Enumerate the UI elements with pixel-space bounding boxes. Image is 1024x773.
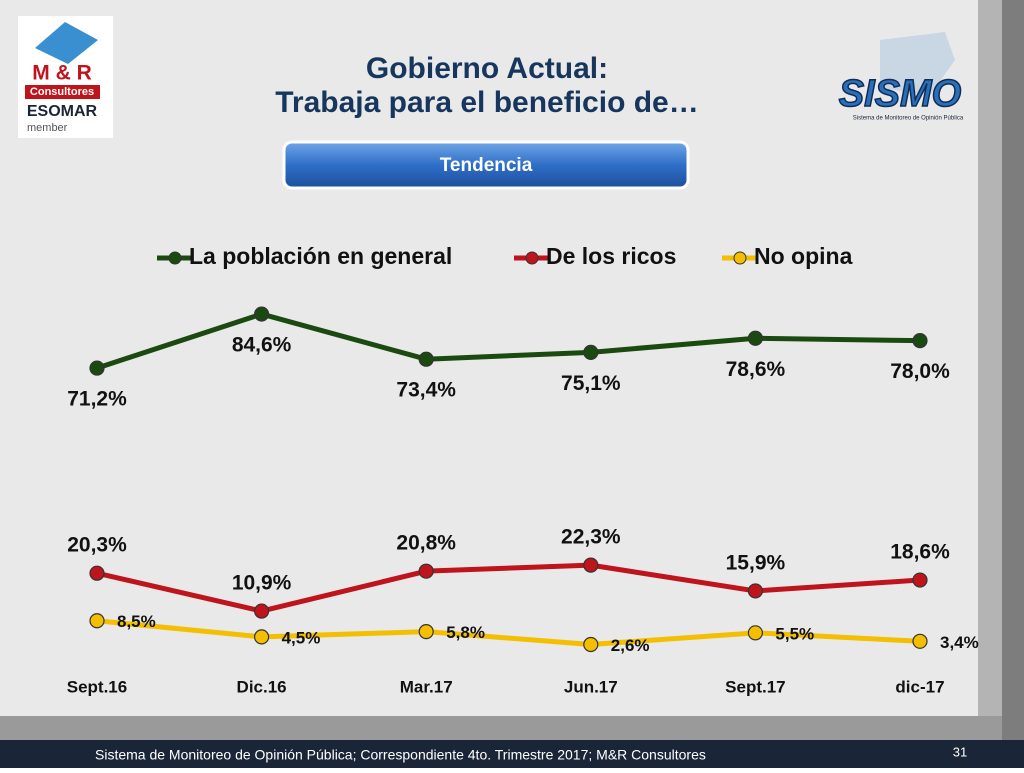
legend-label: No opina: [754, 243, 853, 269]
legend-marker: [168, 251, 182, 265]
data-label: 84,6%: [232, 334, 292, 357]
page-number: 31: [953, 744, 967, 759]
data-label: 78,6%: [726, 358, 786, 381]
point: [912, 572, 928, 588]
data-label: 15,9%: [726, 551, 786, 574]
data-label: 5,8%: [446, 623, 485, 642]
logo-icon: [35, 22, 98, 64]
series-line: [96, 618, 921, 648]
logo-sismo-sub: Sistema de Monitoreo de Opinión Pública: [853, 116, 964, 122]
point: [89, 613, 105, 629]
point: [254, 306, 270, 322]
button-label: Tendencia: [440, 155, 533, 176]
logo-esomar: ESOMAR: [27, 103, 98, 120]
point: [418, 351, 434, 367]
data-label: 20,3%: [67, 534, 127, 557]
x-tick-label: dic-17: [895, 677, 944, 696]
point: [254, 629, 270, 645]
point: [583, 636, 599, 653]
point: [747, 625, 764, 641]
legend-marker: [733, 251, 747, 265]
series-line: [96, 562, 921, 614]
legend-label: La población en general: [189, 243, 452, 269]
data-label: 20,8%: [396, 532, 456, 555]
logo-map: [880, 32, 955, 95]
point: [254, 603, 270, 619]
data-label: 4,5%: [282, 628, 321, 647]
logo-band: [25, 85, 100, 99]
data-label: 78,0%: [890, 360, 950, 383]
mr-logo: M & R Consultores ESOMAR member: [18, 16, 113, 138]
data-label: 3,4%: [940, 633, 979, 652]
bottom-frame: [0, 716, 1002, 740]
data-label: 18,6%: [890, 541, 950, 564]
x-tick-label: Dic.16: [237, 677, 287, 696]
data-label: 75,1%: [561, 372, 621, 395]
data-label: 71,2%: [67, 388, 127, 411]
logo-consultores: Consultores: [30, 86, 94, 98]
point: [418, 624, 434, 640]
legend-label: De los ricos: [546, 243, 676, 269]
x-tick-label: Jun.17: [564, 677, 618, 696]
x-tick-label: Sept.16: [67, 677, 127, 696]
title-line-1: Gobierno Actual:: [366, 52, 608, 85]
data-label: 2,6%: [611, 636, 650, 655]
right-frame-inner: [978, 0, 1002, 740]
chart: Sept.16 Dic.16 Mar.17 Jun.17 Sept.17 dic-17 La…: [67, 243, 979, 696]
footer-text: Sistema de Monitoreo de Opinión Pública;…: [95, 747, 706, 763]
point: [583, 557, 599, 573]
data-label: 22,3%: [561, 526, 621, 549]
point: [418, 563, 434, 579]
point: [89, 565, 105, 581]
footer-bar: [0, 740, 1024, 768]
data-label: 73,4%: [396, 379, 456, 402]
logo-sismo: SISMO: [839, 73, 961, 115]
data-label: 5,5%: [775, 624, 814, 643]
point: [912, 333, 928, 349]
tendencia-button: [282, 140, 690, 190]
data-label: 10,9%: [232, 572, 292, 595]
point: [747, 583, 764, 599]
x-tick-label: Mar.17: [400, 677, 453, 696]
point: [89, 360, 105, 376]
point: [747, 330, 764, 346]
series-line: [96, 311, 921, 371]
logo-member: member: [27, 122, 68, 134]
point: [583, 344, 599, 360]
legend-marker: [525, 251, 539, 265]
data-label: 8,5%: [117, 612, 156, 631]
sismo-logo: SISMO Sistema de Monitoreo de Opinión Pú…: [838, 32, 964, 122]
title-line-2: Trabaja para el beneficio de…: [275, 86, 699, 119]
logo-mr: M & R: [32, 62, 92, 85]
x-tick-label: Sept.17: [725, 677, 785, 696]
point: [912, 633, 928, 649]
